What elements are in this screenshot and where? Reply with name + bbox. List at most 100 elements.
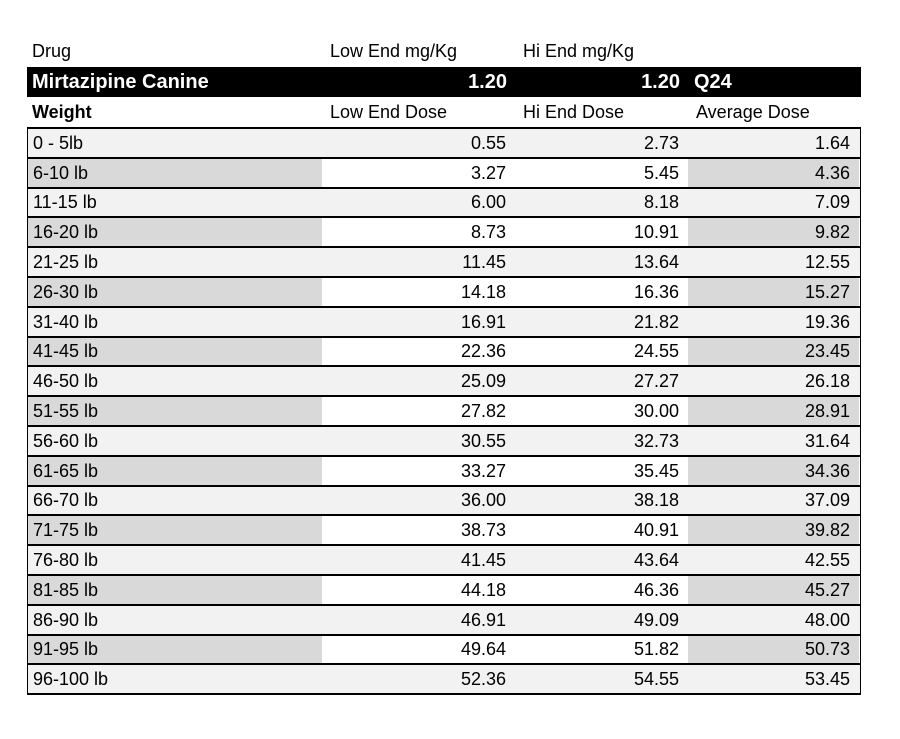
avg-dose-cell: 15.27: [688, 277, 859, 306]
avg-dose-header: Average Dose: [696, 102, 810, 122]
weight-cell: 16-20 lb: [28, 218, 322, 247]
low-dose-cell: 27.82: [460, 401, 506, 422]
table-row: 66-70 lb 36.00 38.18 37.09: [28, 486, 860, 517]
avg-dose-cell: 39.82: [688, 516, 859, 545]
avg-dose-cell: 34.36: [688, 456, 859, 485]
hi-end-mgkg-label: Hi End mg/Kg: [523, 41, 635, 61]
avg-dose-cell: 23.45: [688, 337, 859, 366]
avg-dose-cell: 19.36: [804, 311, 850, 332]
avg-dose-cell: 1.64: [814, 132, 850, 153]
weight-cell: 91-95 lb: [28, 635, 322, 664]
dosing-table: Drug Low End mg/Kg Hi End mg/Kg Mirtazip…: [27, 35, 861, 696]
column-header-row: Weight Low End Dose Hi End Dose Average …: [27, 97, 861, 129]
table-row: 61-65 lb 33.27 35.45 34.36: [28, 456, 860, 487]
avg-dose-cell: 9.82: [688, 218, 859, 247]
low-dose-cell: 0.55: [470, 132, 506, 153]
table-row: 71-75 lb 38.73 40.91 39.82: [28, 516, 860, 547]
hi-dose-cell: 54.55: [633, 669, 679, 690]
low-dose-cell: 14.18: [460, 281, 506, 302]
table-row: 31-40 lb 16.91 21.82 19.36: [28, 307, 860, 338]
weight-cell: 71-75 lb: [28, 516, 322, 545]
low-dose-cell: 30.55: [460, 430, 506, 451]
table-row: 91-95 lb 49.64 51.82 50.73: [28, 635, 860, 666]
table-row: 11-15 lb 6.00 8.18 7.09: [28, 188, 860, 219]
avg-dose-cell: 37.09: [804, 490, 850, 511]
weight-cell: 61-65 lb: [28, 456, 322, 485]
weight-cell: 51-55 lb: [28, 397, 322, 425]
hi-dose-cell: 46.36: [633, 579, 679, 600]
weight-header: Weight: [32, 102, 92, 122]
table-row: 21-25 lb 11.45 13.64 12.55: [28, 248, 860, 278]
weight-cell: 41-45 lb: [28, 337, 322, 366]
avg-dose-cell: 7.09: [814, 192, 850, 213]
low-dose-header: Low End Dose: [330, 102, 448, 122]
low-end-mgkg-label: Low End mg/Kg: [330, 41, 458, 61]
table-row: 96-100 lb 52.36 54.55 53.45: [28, 665, 860, 696]
hi-dose-cell: 30.00: [633, 401, 679, 422]
low-dose-cell: 41.45: [460, 550, 506, 571]
low-dose-cell: 38.73: [460, 520, 506, 541]
low-dose-cell: 11.45: [462, 252, 506, 273]
low-dose-cell: 8.73: [470, 222, 506, 243]
avg-dose-cell: 50.73: [688, 635, 859, 664]
low-dose-cell: 46.91: [460, 609, 506, 630]
hi-dose-cell: 21.82: [633, 311, 679, 332]
low-dose-cell: 25.09: [460, 371, 506, 392]
table-row: 6-10 lb 3.27 5.45 4.36: [28, 158, 860, 189]
weight-cell: 31-40 lb: [33, 311, 99, 332]
avg-dose-cell: 45.27: [688, 575, 859, 604]
table-row: 16-20 lb 8.73 10.91 9.82: [28, 218, 860, 249]
hi-dose-cell: 24.55: [633, 341, 679, 362]
weight-cell: 76-80 lb: [33, 550, 99, 571]
table-row: 0 - 5lb 0.55 2.73 1.64: [28, 129, 860, 159]
hi-dose-cell: 43.64: [633, 550, 679, 571]
weight-cell: 86-90 lb: [33, 609, 99, 630]
weight-cell: 96-100 lb: [33, 669, 109, 690]
weight-cell: 66-70 lb: [33, 490, 99, 511]
low-dose-cell: 3.27: [470, 162, 506, 183]
table-row: 86-90 lb 46.91 49.09 48.00: [28, 605, 860, 636]
avg-dose-cell: 53.45: [804, 669, 850, 690]
hi-dose-cell: 27.27: [633, 371, 679, 392]
weight-cell: 81-85 lb: [28, 575, 322, 604]
avg-dose-cell: 31.64: [804, 430, 850, 451]
low-dose-cell: 52.36: [460, 669, 506, 690]
drug-frequency: Q24: [694, 71, 732, 93]
table-row: 81-85 lb 44.18 46.36 45.27: [28, 575, 860, 606]
weight-cell: 46-50 lb: [33, 371, 99, 392]
weight-cell: 6-10 lb: [28, 158, 322, 187]
avg-dose-cell: 28.91: [688, 397, 859, 425]
avg-dose-cell: 4.36: [688, 158, 859, 187]
drug-banner: Mirtazipine Canine 1.20 1.20 Q24: [27, 67, 861, 97]
hi-dose-cell: 40.91: [633, 520, 679, 541]
hi-dose-header: Hi End Dose: [523, 102, 625, 122]
hi-dose-cell: 8.18: [643, 192, 679, 213]
hi-dose-cell: 38.18: [633, 490, 679, 511]
hi-dose-cell: 51.82: [633, 639, 679, 660]
avg-dose-cell: 42.55: [804, 550, 850, 571]
table-row: 41-45 lb 22.36 24.55 23.45: [28, 337, 860, 368]
avg-dose-cell: 12.55: [804, 252, 850, 273]
drug-name: Mirtazipine Canine: [32, 71, 209, 93]
hi-dose-cell: 16.36: [633, 281, 679, 302]
drug-column-label: Drug: [32, 41, 72, 61]
hi-dose-cell: 10.91: [633, 222, 679, 243]
low-dose-cell: 6.00: [470, 192, 506, 213]
low-dose-cell: 49.64: [460, 639, 506, 660]
low-dose-cell: 22.36: [460, 341, 506, 362]
weight-cell: 11-15 lb: [33, 192, 97, 213]
table-row: 51-55 lb 27.82 30.00 28.91: [28, 397, 860, 427]
table-body: 0 - 5lb 0.55 2.73 1.64 6-10 lb 3.27 5.45…: [27, 129, 861, 696]
header-spacer: [689, 35, 861, 67]
low-dose-cell: 44.18: [460, 579, 506, 600]
avg-dose-cell: 26.18: [804, 371, 850, 392]
drug-low-mgkg-value: 1.20: [468, 71, 507, 93]
hi-dose-cell: 35.45: [633, 460, 679, 481]
hi-dose-cell: 49.09: [633, 609, 679, 630]
table-header-row: Drug Low End mg/Kg Hi End mg/Kg: [27, 35, 861, 67]
hi-dose-cell: 5.45: [643, 162, 679, 183]
table-row: 46-50 lb 25.09 27.27 26.18: [28, 367, 860, 398]
table-row: 56-60 lb 30.55 32.73 31.64: [28, 426, 860, 457]
weight-cell: 21-25 lb: [33, 252, 99, 273]
low-dose-cell: 33.27: [460, 460, 506, 481]
